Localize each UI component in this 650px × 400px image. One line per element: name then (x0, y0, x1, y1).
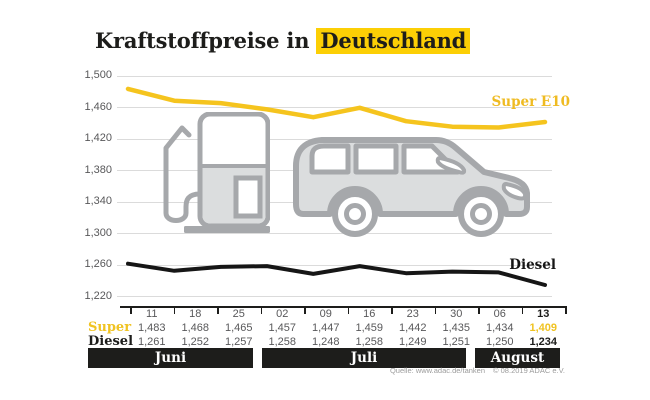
y-axis-label: 1,220 (84, 289, 112, 302)
axis-tick (260, 306, 262, 314)
super-price-cell: 1,442 (398, 322, 427, 334)
axis-tick (565, 306, 567, 314)
axis-tick (347, 306, 349, 314)
super-price-cell: 1,465 (224, 322, 253, 334)
date-cell: 23 (406, 308, 419, 320)
diesel-price-cell: 1,258 (268, 336, 297, 348)
month-bar-august: August (475, 348, 560, 368)
dates-row: 11 18 25 02 09 16 23 30 06 13 (130, 308, 565, 321)
date-cell: 06 (493, 308, 506, 320)
car-icon (293, 137, 530, 237)
y-axis-label: 1,380 (84, 163, 112, 176)
month-bar-juli: Juli (262, 348, 466, 368)
super-price-cell: 1,483 (137, 322, 166, 334)
diesel-price-cell: 1,261 (137, 336, 166, 348)
gridline (117, 264, 552, 266)
axis-tick (478, 306, 480, 314)
date-cell: 18 (189, 308, 202, 320)
row-label-diesel: Diesel (88, 334, 134, 349)
super-price-cell: 1,459 (355, 322, 384, 334)
y-axis-label: 1,500 (84, 69, 112, 81)
diesel-price-cell: 1,257 (224, 336, 253, 348)
super-e10-label: Super E10 (491, 94, 570, 110)
diesel-price-cell: 1,251 (442, 336, 471, 348)
diesel-price-cell: 1,252 (181, 336, 210, 348)
date-cell: 16 (363, 308, 376, 320)
diesel-price-cell: 1,258 (355, 336, 384, 348)
axis-tick (521, 306, 523, 314)
gridline (117, 233, 552, 234)
diesel-price-cell: 1,250 (485, 336, 514, 348)
super-price-cell: 1,468 (181, 322, 210, 334)
axis-tick (391, 306, 393, 314)
gridline (117, 296, 552, 297)
super-price-cell: 1,409 (529, 322, 558, 334)
source-url: Quelle: www.adac.de/tanken (389, 366, 486, 375)
diesel-line (126, 261, 547, 287)
axis-tick (173, 306, 175, 314)
y-axis-label: 1,420 (84, 132, 112, 144)
diesel-price-row: 1,261 1,252 1,257 1,258 1,248 1,258 1,249 1,251… (130, 336, 565, 349)
axis-tick (217, 306, 219, 314)
y-axis-label: 1,340 (84, 195, 112, 207)
date-cell: 11 (146, 308, 158, 320)
row-label-super: Super (88, 320, 132, 335)
super-price-cell: 1,435 (442, 322, 471, 334)
date-cell: 13 (537, 308, 550, 320)
gridline (117, 75, 552, 77)
x-axis-line (120, 306, 565, 308)
y-axis-label: 1,460 (84, 100, 112, 113)
diesel-price-cell: 1,249 (398, 336, 427, 348)
diesel-price-cell: 1,234 (529, 336, 558, 348)
source-copyright: © 08.2019 ADAC e.V. (493, 366, 565, 375)
date-cell: 09 (319, 308, 332, 320)
date-cell: 25 (232, 308, 245, 320)
date-cell: 30 (450, 308, 463, 320)
axis-tick (130, 306, 132, 314)
page-title: Kraftstoffpreise in Deutschland (95, 28, 471, 54)
super-price-cell: 1,434 (485, 322, 514, 334)
gridline (117, 107, 552, 108)
super-price-cell: 1,447 (311, 322, 340, 334)
axis-tick (434, 306, 436, 314)
date-cell: 02 (276, 308, 289, 320)
title-text: Kraftstoffpreise in (95, 28, 310, 53)
super-price-cell: 1,457 (268, 322, 297, 334)
super-price-row: 1,483 1,468 1,465 1,457 1,447 1,459 1,442 1,435… (130, 322, 565, 335)
fuel-pump-icon (163, 112, 270, 233)
y-axis-label: 1,260 (84, 258, 112, 270)
diesel-label: Diesel (509, 257, 556, 273)
source-note: Quelle: www.adac.de/tanken © 08.2019 ADAC… (390, 366, 565, 375)
diesel-price-cell: 1,248 (311, 336, 340, 348)
axis-tick (304, 306, 306, 314)
title-highlight: Deutschland (316, 28, 471, 54)
y-axis-label: 1,300 (84, 226, 112, 239)
month-bar-juni: Juni (88, 348, 253, 368)
